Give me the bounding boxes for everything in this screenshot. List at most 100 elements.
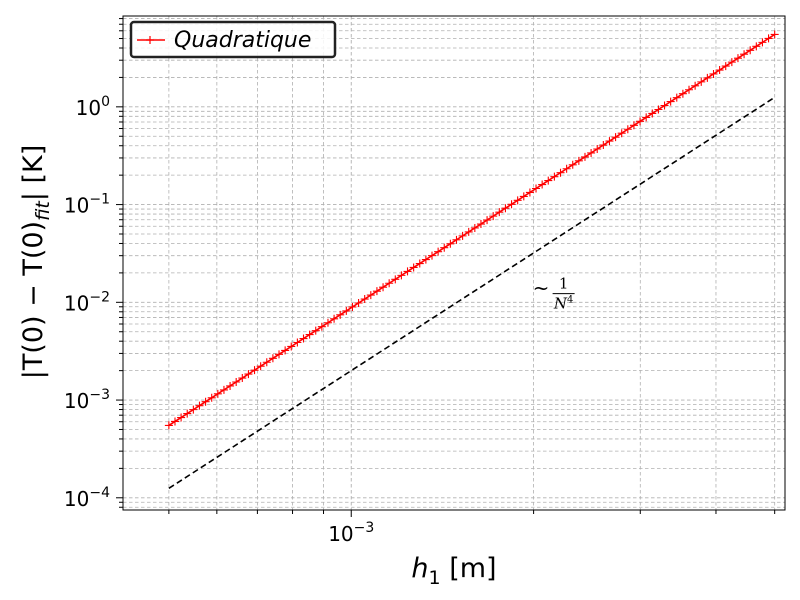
data-point-marker	[214, 390, 222, 398]
annotation-tilde: ~	[533, 276, 550, 300]
annotation-denominator: N4	[553, 295, 574, 313]
data-point-marker	[269, 354, 277, 362]
annotation-denominator-exp: 4	[567, 295, 573, 306]
annotation-denominator-base: N	[553, 295, 568, 313]
data-point-marker	[471, 224, 479, 232]
ticks: 10−310−410−310−210−1100	[64, 19, 775, 546]
y-tick-label: 100	[76, 94, 110, 120]
data-point-marker	[342, 307, 350, 315]
data-point-marker	[642, 113, 650, 121]
data-point-marker	[404, 267, 412, 275]
y-tick-label: 10−3	[64, 387, 110, 413]
data-point-marker	[483, 216, 491, 224]
data-point-marker	[758, 38, 766, 46]
data-point-marker	[244, 370, 252, 378]
data-point-marker	[569, 161, 577, 169]
data-point-marker	[685, 86, 693, 94]
data-point-marker	[410, 263, 418, 271]
data-point-marker	[673, 94, 681, 102]
y-axis-label-pre: |T(0) − T(0)	[18, 221, 49, 379]
data-point-marker	[220, 386, 228, 394]
data-point-marker	[679, 90, 687, 98]
data-point-marker	[171, 417, 179, 425]
data-point-marker	[440, 244, 448, 252]
data-point-marker	[538, 181, 546, 189]
data-point-marker	[385, 279, 393, 287]
data-point-marker	[697, 78, 705, 86]
data-point-marker	[232, 378, 240, 386]
data-point-marker	[263, 358, 271, 366]
data-point-marker	[287, 342, 295, 350]
data-point-marker	[501, 204, 509, 212]
data-point-marker	[355, 299, 363, 307]
data-point-marker	[397, 271, 405, 279]
data-point-marker	[508, 200, 516, 208]
data-point-marker	[446, 240, 454, 248]
data-point-marker	[238, 374, 246, 382]
annotation-numerator: 1	[559, 275, 569, 293]
data-point-marker	[593, 145, 601, 153]
data-point-marker	[416, 260, 424, 268]
data-point-marker	[208, 394, 216, 402]
data-point-marker	[654, 106, 662, 114]
data-point-marker	[728, 58, 736, 66]
data-point-marker	[740, 50, 748, 58]
data-point-marker	[379, 283, 387, 291]
data-point-marker	[477, 220, 485, 228]
data-point-marker	[526, 188, 534, 196]
data-point-marker	[391, 275, 399, 283]
series-quadratique-line	[169, 34, 775, 425]
data-point-marker	[716, 66, 724, 74]
x-axis-label-main: h	[411, 553, 428, 584]
series-layer	[165, 30, 779, 488]
data-point-marker	[330, 315, 338, 323]
x-axis-label-unit: [m]	[441, 553, 497, 584]
data-point-marker	[422, 256, 430, 264]
y-axis-label: |T(0) − T(0)fit| [K]	[18, 145, 54, 380]
legend-label: Quadratique	[174, 28, 311, 53]
data-point-marker	[648, 109, 656, 117]
data-point-marker	[336, 311, 344, 319]
x-axis-label-sub: 1	[429, 567, 441, 589]
data-point-marker	[312, 327, 320, 335]
data-point-marker	[165, 421, 173, 429]
data-point-marker	[587, 149, 595, 157]
data-point-marker	[550, 173, 558, 181]
data-point-marker	[195, 402, 203, 410]
data-point-marker	[605, 137, 613, 145]
data-point-marker	[636, 117, 644, 125]
data-point-marker	[722, 62, 730, 70]
data-point-marker	[348, 303, 356, 311]
y-tick-label: 10−1	[64, 192, 110, 218]
data-point-marker	[459, 232, 467, 240]
data-point-marker	[661, 102, 669, 110]
data-point-marker	[544, 177, 552, 185]
data-point-marker	[489, 212, 497, 220]
data-point-marker	[520, 192, 528, 200]
data-point-marker	[434, 248, 442, 256]
data-point-marker	[734, 54, 742, 62]
data-point-marker	[691, 82, 699, 90]
data-point-marker	[612, 133, 620, 141]
data-point-marker	[599, 141, 607, 149]
data-point-marker	[452, 236, 460, 244]
data-point-marker	[226, 382, 234, 390]
legend: Quadratique	[131, 22, 335, 57]
data-point-marker	[703, 74, 711, 82]
data-point-marker	[177, 414, 185, 422]
x-tick-label: 10−3	[328, 520, 374, 546]
data-point-marker	[257, 362, 265, 370]
data-point-marker	[771, 30, 779, 38]
data-point-marker	[275, 350, 283, 358]
data-point-marker	[581, 153, 589, 161]
data-point-marker	[752, 42, 760, 50]
y-tick-label: 10−4	[64, 485, 110, 511]
data-point-marker	[667, 98, 675, 106]
data-point-marker	[624, 125, 632, 133]
data-point-marker	[373, 287, 381, 295]
data-point-marker	[361, 295, 369, 303]
data-point-marker	[765, 34, 773, 42]
data-point-marker	[318, 323, 326, 331]
y-axis-label-sub: fit	[32, 200, 54, 221]
